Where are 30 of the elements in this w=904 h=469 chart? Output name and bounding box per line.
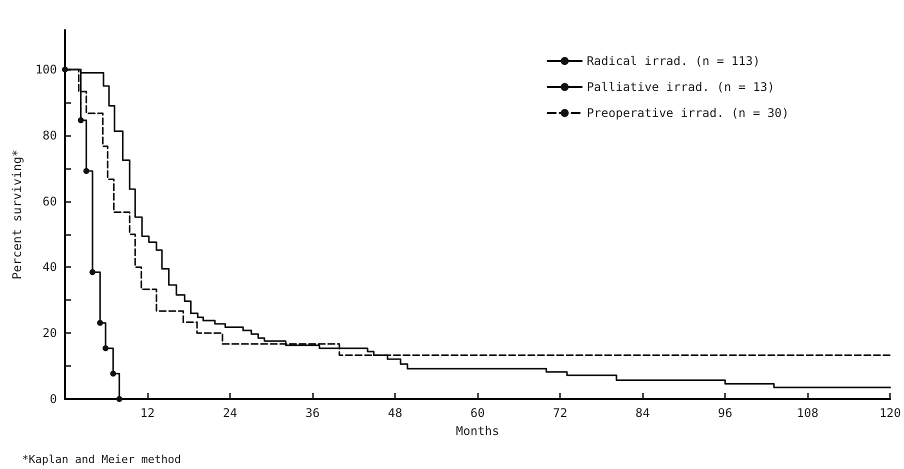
y-tick-label: 0	[50, 392, 57, 406]
point	[62, 66, 68, 73]
x-tick-label: 60	[470, 406, 485, 420]
point	[116, 396, 122, 402]
legend-label: Palliative irrad. (n = 13)	[586, 80, 775, 94]
x-tick-label: 12	[140, 406, 155, 420]
point	[110, 370, 116, 377]
text: *Kaplan and Meier method	[22, 453, 181, 466]
y-tick-label: 60	[42, 194, 57, 208]
x-tick-label: 24	[222, 406, 238, 420]
legend-label: Radical irrad. (n = 113)	[586, 54, 760, 68]
point	[78, 117, 84, 124]
y-axis-title: Percent surviving*	[10, 149, 24, 280]
y-tick-label: 40	[42, 260, 57, 274]
point	[83, 168, 90, 174]
x-tick-label: 84	[635, 406, 650, 420]
x-tick-label: 96	[718, 406, 732, 420]
y-tick-label: 20	[42, 326, 57, 340]
x-tick-label: 120	[879, 406, 902, 420]
x-tick-label: 108	[796, 406, 818, 420]
x-tick-label: 48	[388, 406, 402, 420]
legend-label: Preoperative irrad. (n = 30)	[586, 106, 790, 120]
point	[97, 320, 104, 326]
y-tick-label: 100	[35, 62, 57, 77]
y-tick-label: 80	[42, 128, 57, 142]
x-tick-label: 72	[552, 406, 568, 420]
point	[90, 269, 96, 276]
x-axis-title: Months	[456, 424, 500, 438]
point	[102, 345, 109, 352]
x-tick-label: 36	[305, 406, 320, 420]
